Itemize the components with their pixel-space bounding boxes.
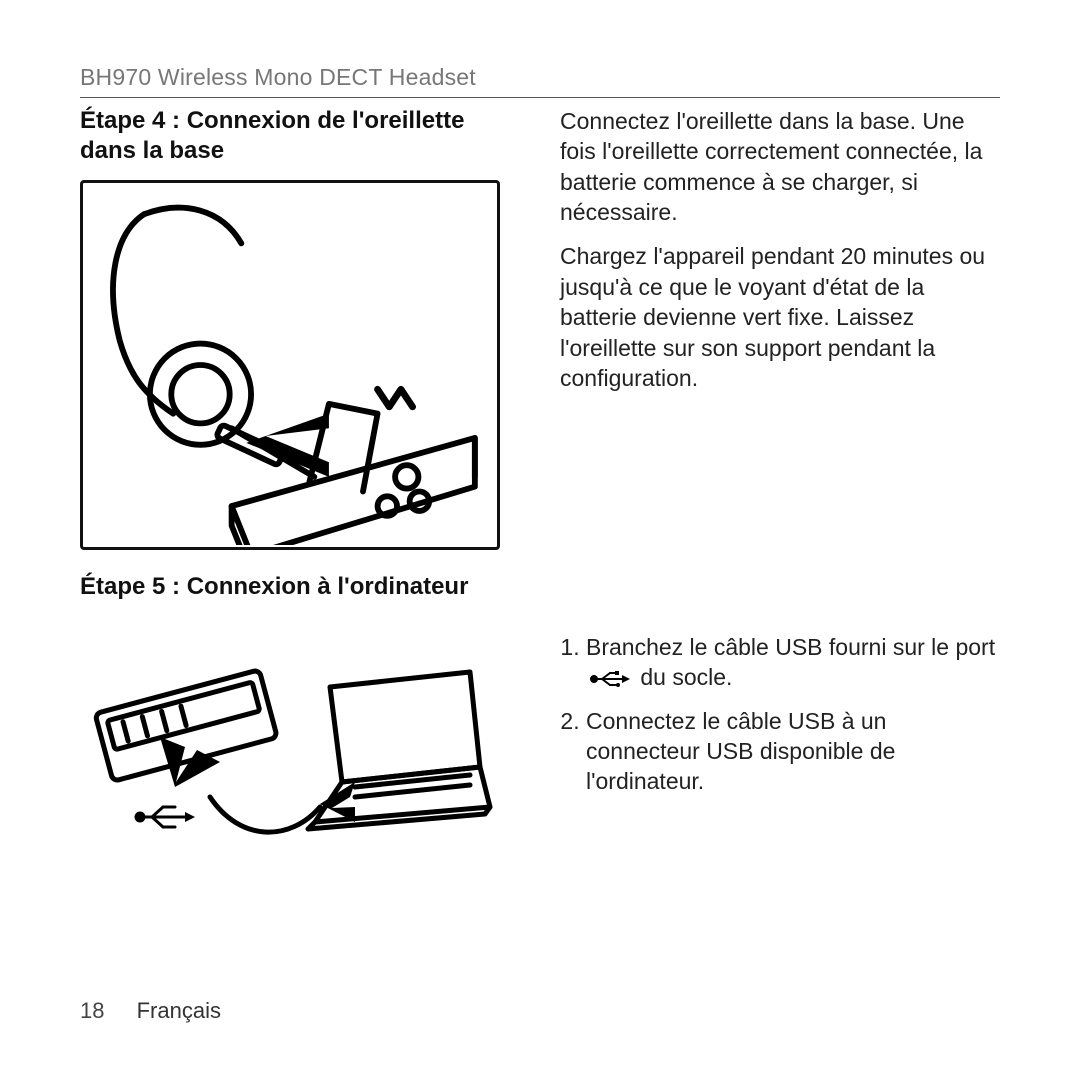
doc-header: BH970 Wireless Mono DECT Headset bbox=[80, 64, 1000, 91]
step5-left bbox=[80, 632, 520, 847]
step5-item-1: Branchez le câble USB fourni sur le port bbox=[586, 632, 1000, 696]
step4-para1: Connectez l'oreillette dans la base. Une… bbox=[560, 106, 1000, 227]
step5-block: Branchez le câble USB fourni sur le port bbox=[80, 632, 1000, 847]
base-to-laptop-icon bbox=[80, 632, 500, 847]
step5-item1-b: du socle. bbox=[640, 664, 732, 690]
page: BH970 Wireless Mono DECT Headset Étape 4… bbox=[0, 0, 1080, 1080]
page-footer: 18 Français bbox=[80, 998, 221, 1024]
step4-illustration bbox=[80, 180, 500, 550]
step5-right: Branchez le câble USB fourni sur le port bbox=[560, 632, 1000, 807]
step5-list: Branchez le câble USB fourni sur le port bbox=[560, 632, 1000, 797]
step4-para2: Chargez l'appareil pendant 20 minutes ou… bbox=[560, 241, 1000, 393]
step4-block: Étape 4 : Connexion de l'oreillette dans… bbox=[80, 106, 1000, 550]
step4-title: Étape 4 : Connexion de l'oreillette dans… bbox=[80, 106, 520, 166]
step4-right: Connectez l'oreillette dans la base. Une… bbox=[560, 106, 1000, 407]
headset-base-icon bbox=[85, 185, 495, 545]
step5-title: Étape 5 : Connexion à l'ordinateur bbox=[80, 572, 1000, 602]
step4-left: Étape 4 : Connexion de l'oreillette dans… bbox=[80, 106, 520, 550]
page-number: 18 bbox=[80, 998, 104, 1023]
language-label: Français bbox=[137, 998, 221, 1023]
step5-item-2: Connectez le câble USB à un connecteur U… bbox=[586, 706, 1000, 797]
step5-illustration bbox=[80, 632, 500, 847]
header-rule bbox=[80, 97, 1000, 98]
step5-item1-a: Branchez le câble USB fourni sur le port bbox=[586, 634, 995, 660]
usb-icon bbox=[590, 665, 630, 695]
